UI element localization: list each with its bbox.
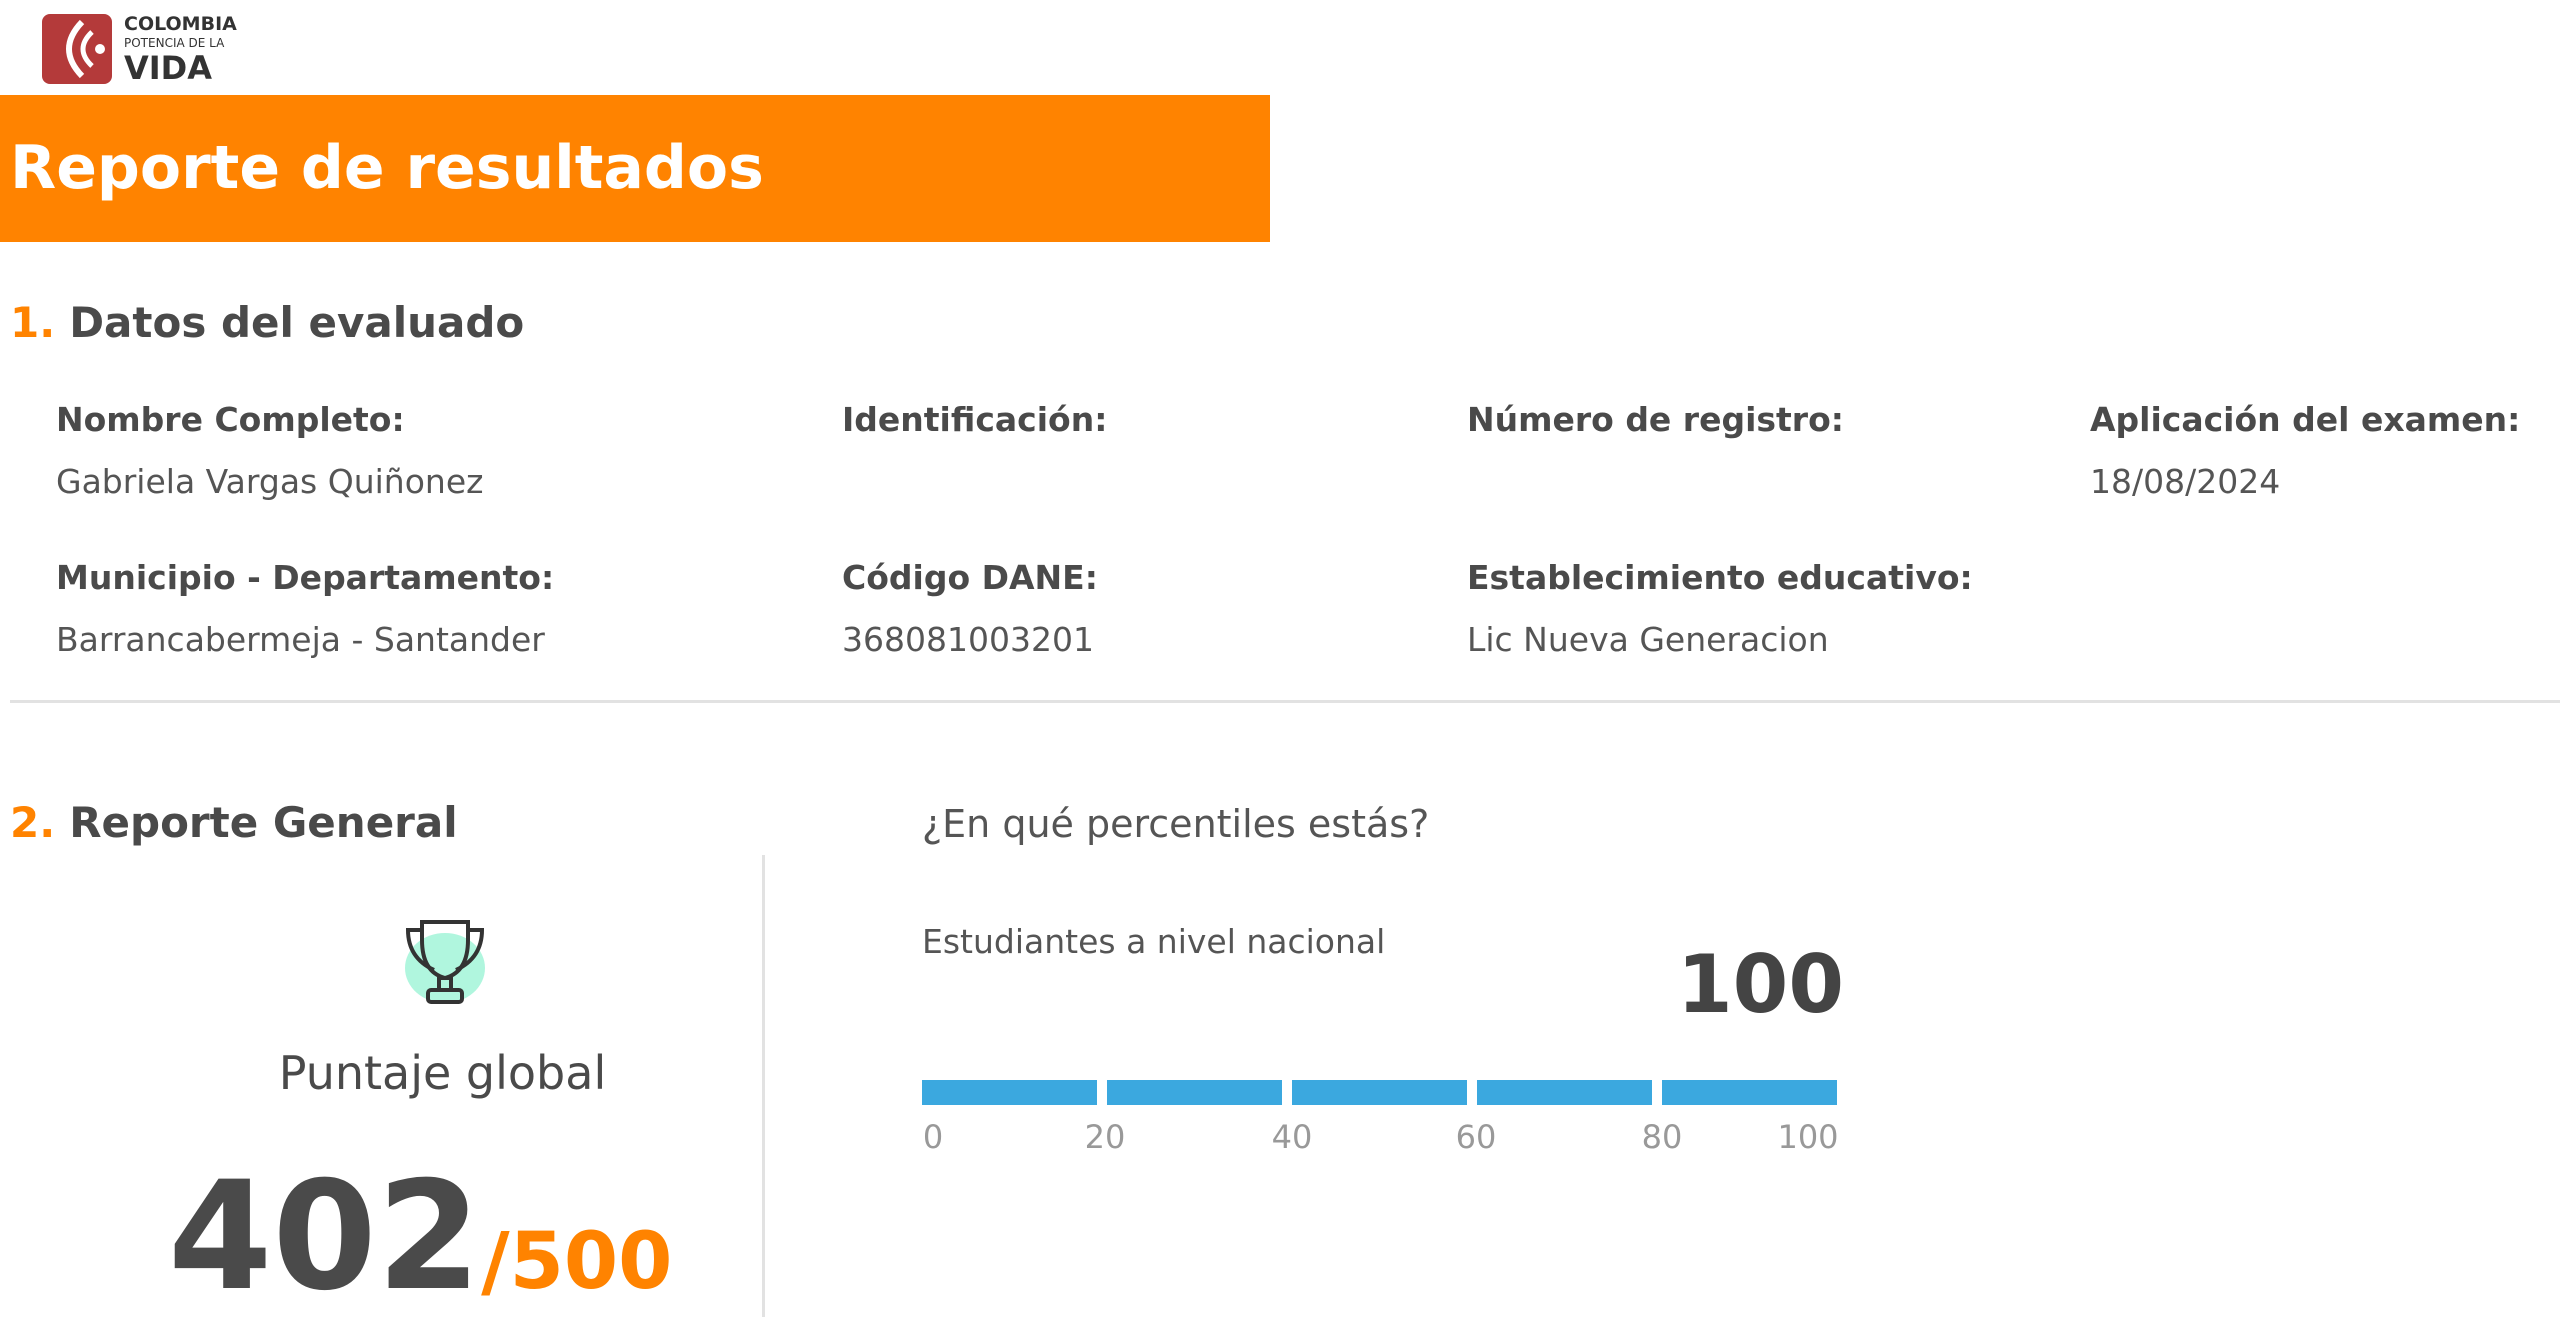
field-label: Nombre Completo:	[56, 400, 405, 439]
field-value-municipio: Barrancabermeja - Santander	[56, 620, 545, 659]
page-title: Reporte de resultados	[10, 133, 764, 203]
logo-mark	[42, 14, 112, 84]
section-title: Reporte General	[69, 798, 458, 847]
tick-label: 20	[1084, 1118, 1126, 1156]
trophy-icon	[400, 910, 490, 1009]
bar-segment	[922, 1080, 1097, 1105]
tick-label: 60	[1455, 1118, 1497, 1156]
score-value: 402	[168, 1150, 482, 1324]
logo-text: COLOMBIA POTENCIA DE LA VIDA	[124, 12, 237, 87]
percentile-group: Estudiantes a nivel nacional	[922, 922, 1386, 961]
header-banner: Reporte de resultados	[0, 95, 1270, 242]
tick-label: 40	[1271, 1118, 1313, 1156]
section-title: Datos del evaluado	[69, 298, 525, 347]
global-score: 402/500	[168, 1150, 672, 1324]
field-label: Número de registro:	[1467, 400, 1844, 439]
section-number: 1.	[10, 298, 56, 347]
bar-segment	[1477, 1080, 1652, 1105]
bar-segment	[1107, 1080, 1282, 1105]
score-label: Puntaje global	[278, 1046, 607, 1100]
divider	[10, 700, 2560, 703]
percentile-question: ¿En qué percentiles estás?	[922, 802, 1430, 846]
percentile-value: 100	[1677, 938, 1844, 1031]
field-label: Aplicación del examen:	[2090, 400, 2521, 439]
logo: COLOMBIA POTENCIA DE LA VIDA	[42, 14, 237, 84]
field-label: Establecimiento educativo:	[1467, 558, 1973, 597]
section-number: 2.	[10, 798, 56, 847]
score-max: /500	[481, 1217, 673, 1307]
field-value-establecimiento: Lic Nueva Generacion	[1467, 620, 1829, 659]
logo-line1: COLOMBIA	[124, 12, 237, 35]
bar-segment	[1662, 1080, 1837, 1105]
vertical-divider	[762, 855, 765, 1317]
field-label: Identificación:	[842, 400, 1108, 439]
field-value-fecha: 18/08/2024	[2090, 462, 2281, 501]
field-value-dane: 368081003201	[842, 620, 1094, 659]
field-label: Municipio - Departamento:	[56, 558, 555, 597]
tick-label: 80	[1641, 1118, 1683, 1156]
logo-line3: VIDA	[124, 48, 212, 87]
tick-label: 100	[1777, 1118, 1839, 1156]
field-label: Código DANE:	[842, 558, 1098, 597]
logo-line2: POTENCIA DE LA	[124, 35, 225, 50]
tick-label: 0	[922, 1118, 944, 1156]
field-value-name: Gabriela Vargas Quiñonez	[56, 462, 484, 501]
bar-segment	[1292, 1080, 1467, 1105]
section1-heading: 1. Datos del evaluado	[10, 298, 524, 347]
section2-heading: 2. Reporte General	[10, 798, 458, 847]
